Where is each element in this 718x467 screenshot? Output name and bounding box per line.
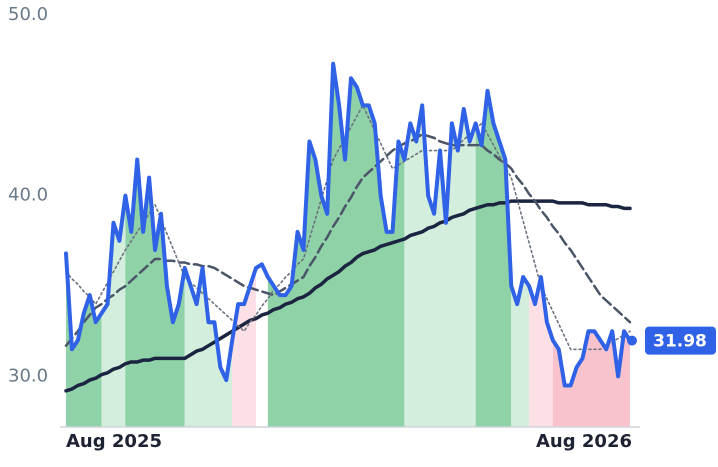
zone-area <box>66 253 102 427</box>
y-tick-label: 40.0 <box>8 185 48 206</box>
last-value-box <box>645 326 716 355</box>
series-line <box>64 133 632 347</box>
series-line <box>64 61 632 388</box>
y-tick-label: 50.0 <box>8 4 48 25</box>
last-point <box>627 335 637 346</box>
zone-area <box>552 331 630 427</box>
zone-area <box>267 63 405 427</box>
x-tick-label: Aug 2026 <box>536 431 632 452</box>
zone-area <box>511 277 530 427</box>
zone-area <box>529 277 553 427</box>
zone-area <box>404 105 476 427</box>
zone-area <box>475 90 512 427</box>
zone-area <box>232 267 256 427</box>
x-tick-label: Aug 2025 <box>66 431 162 452</box>
last-value-label: 31.98 <box>653 332 707 352</box>
y-tick-label: 30.0 <box>8 365 48 386</box>
